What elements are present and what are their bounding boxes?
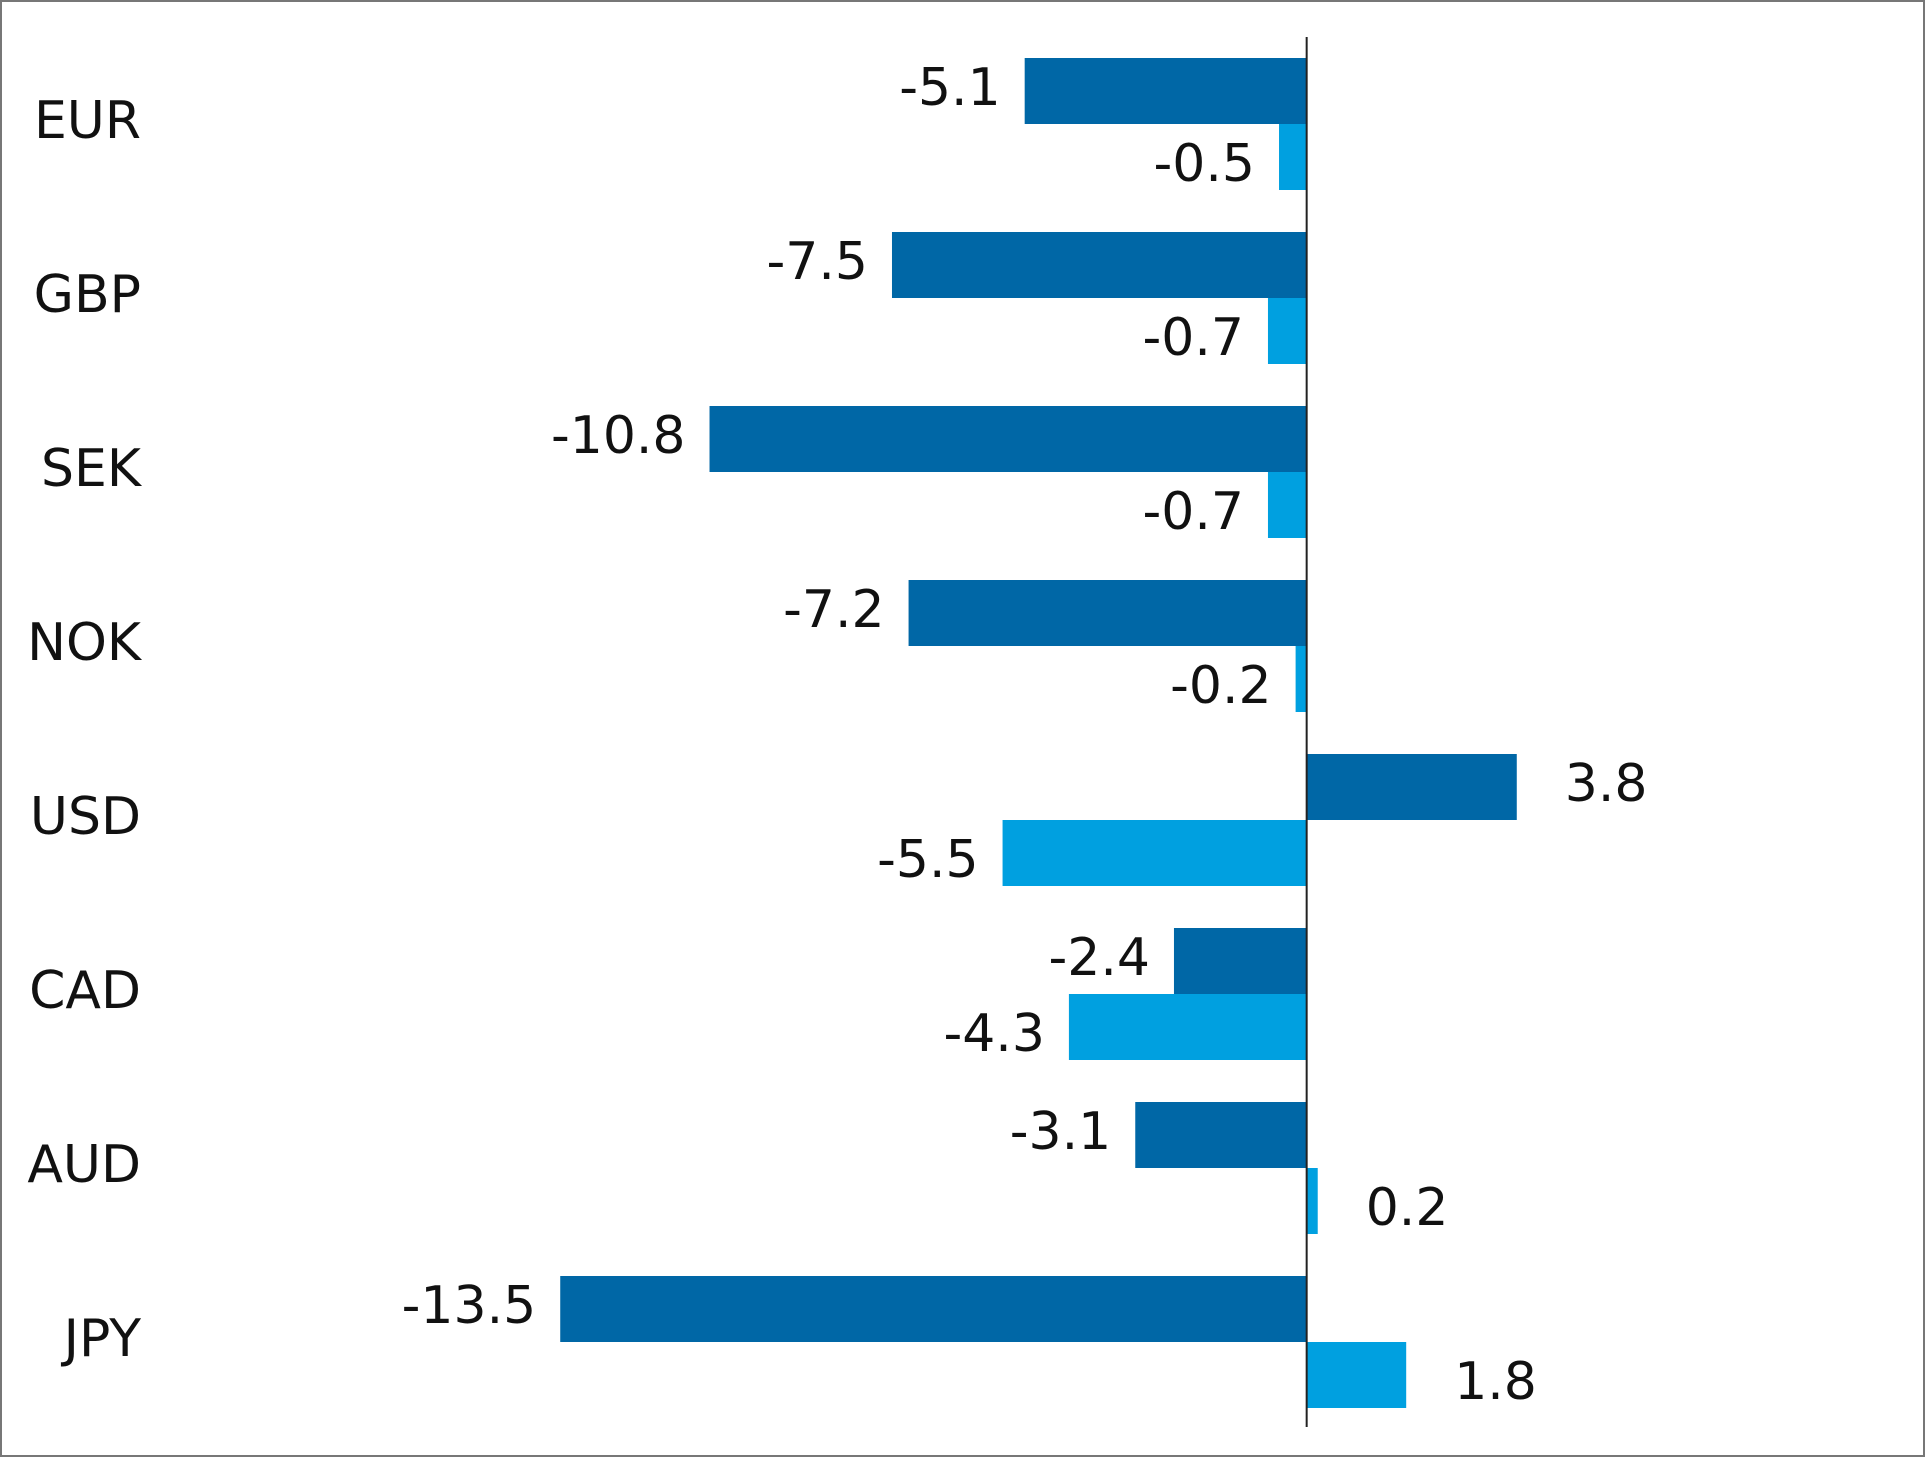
bar bbox=[1173, 928, 1307, 994]
bar bbox=[1002, 820, 1307, 886]
value-label: 3.8 bbox=[1565, 754, 1648, 814]
category-label: EUR bbox=[34, 91, 141, 151]
category-label: CAD bbox=[29, 961, 141, 1021]
bar bbox=[891, 232, 1307, 298]
bar bbox=[1279, 124, 1307, 190]
bar bbox=[1267, 472, 1307, 538]
value-label: -5.1 bbox=[899, 58, 1000, 118]
category-label: AUD bbox=[27, 1135, 141, 1195]
bar bbox=[1306, 1342, 1407, 1408]
value-label: -0.7 bbox=[1142, 482, 1243, 542]
bar bbox=[1295, 646, 1307, 712]
category-label: USD bbox=[30, 787, 141, 847]
value-label: -4.3 bbox=[943, 1004, 1044, 1064]
value-label: 1.8 bbox=[1454, 1352, 1537, 1412]
value-label: -2.4 bbox=[1048, 928, 1149, 988]
value-label: -5.5 bbox=[877, 830, 978, 890]
value-label: -7.5 bbox=[767, 232, 868, 292]
bar bbox=[1306, 1168, 1318, 1234]
category-label: GBP bbox=[34, 265, 141, 325]
bar bbox=[709, 406, 1307, 472]
bar bbox=[1135, 1102, 1307, 1168]
value-label: -10.8 bbox=[551, 406, 686, 466]
value-label: -13.5 bbox=[402, 1276, 537, 1336]
bar bbox=[560, 1276, 1307, 1342]
bar bbox=[1024, 58, 1307, 124]
bar bbox=[908, 580, 1307, 646]
category-label: SEK bbox=[41, 439, 143, 499]
bar bbox=[1068, 994, 1307, 1060]
category-label: NOK bbox=[27, 613, 143, 673]
bar bbox=[1306, 754, 1517, 820]
value-label: -3.1 bbox=[1010, 1102, 1111, 1162]
value-label: 0.2 bbox=[1366, 1178, 1449, 1238]
value-label: -7.2 bbox=[783, 580, 884, 640]
value-label: -0.7 bbox=[1142, 308, 1243, 368]
category-label: JPY bbox=[61, 1309, 142, 1369]
value-label: -0.5 bbox=[1154, 134, 1255, 194]
value-label: -0.2 bbox=[1170, 656, 1271, 716]
bar bbox=[1267, 298, 1307, 364]
